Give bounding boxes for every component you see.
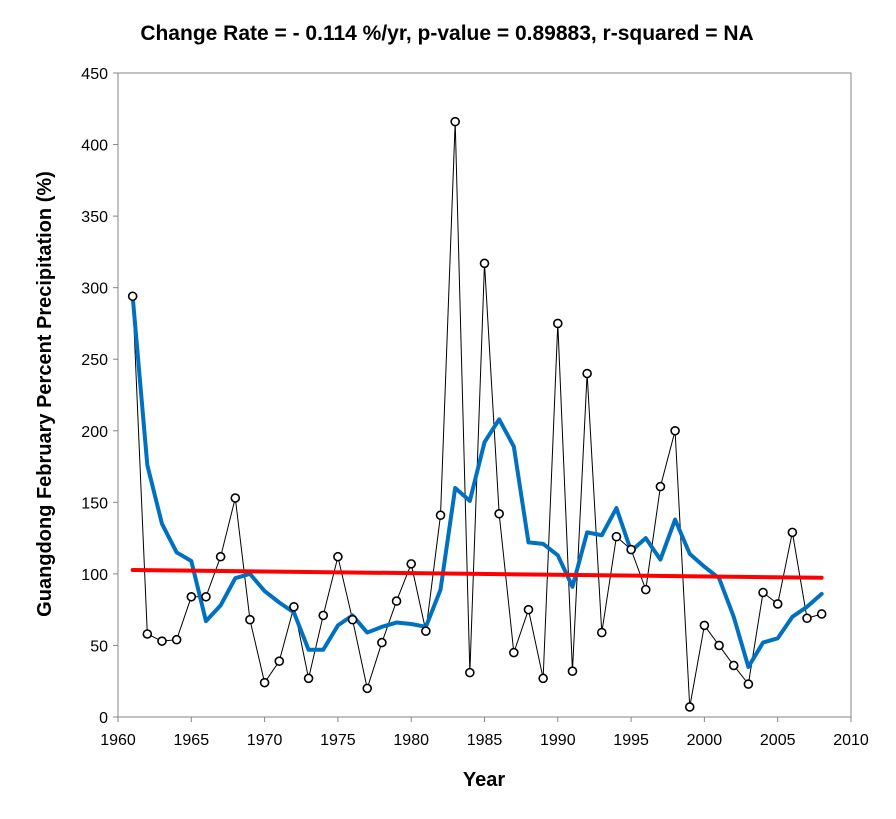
data-point bbox=[347, 614, 358, 625]
data-point bbox=[699, 620, 710, 631]
y-tick-label: 350 bbox=[81, 209, 108, 226]
data-point bbox=[552, 318, 563, 329]
data-point bbox=[626, 544, 636, 555]
data-point bbox=[333, 551, 343, 562]
y-tick-label: 50 bbox=[90, 638, 108, 655]
data-point bbox=[758, 587, 768, 598]
data-point bbox=[670, 425, 680, 436]
data-point bbox=[479, 258, 490, 269]
data-point bbox=[362, 683, 373, 694]
data-point bbox=[640, 584, 651, 595]
data-point bbox=[289, 602, 299, 612]
data-point bbox=[406, 559, 417, 569]
data-point bbox=[684, 702, 695, 712]
data-point bbox=[714, 640, 724, 651]
y-tick-label: 400 bbox=[81, 138, 108, 155]
x-tick-label: 1985 bbox=[467, 732, 503, 749]
data-point bbox=[538, 673, 548, 684]
y-tick-label: 100 bbox=[81, 567, 108, 584]
data-point bbox=[523, 604, 534, 615]
data-point bbox=[157, 636, 167, 646]
data-point bbox=[391, 596, 402, 606]
y-tick-label: 0 bbox=[99, 710, 108, 727]
x-axis-label: Year bbox=[463, 769, 505, 791]
y-tick-label: 450 bbox=[81, 66, 108, 83]
data-point bbox=[582, 368, 592, 379]
x-tick-label: 2005 bbox=[760, 732, 796, 749]
trend-line bbox=[130, 568, 824, 580]
data-point bbox=[435, 510, 446, 521]
data-point bbox=[230, 493, 241, 503]
x-tick-label: 1970 bbox=[247, 732, 283, 749]
x-tick-label: 2000 bbox=[687, 732, 723, 749]
data-point bbox=[303, 673, 314, 684]
data-point bbox=[142, 629, 153, 639]
data-point bbox=[259, 677, 270, 688]
data-point bbox=[816, 609, 827, 619]
y-tick-label: 250 bbox=[81, 352, 108, 369]
data-point bbox=[186, 591, 197, 602]
data-point bbox=[787, 527, 798, 538]
data-point bbox=[421, 626, 431, 636]
data-point bbox=[728, 660, 739, 671]
moving-average-line bbox=[130, 294, 824, 669]
x-tick-label: 1960 bbox=[100, 732, 136, 749]
data-point bbox=[127, 291, 138, 302]
x-tick-label: 2010 bbox=[833, 732, 869, 749]
data-point bbox=[245, 614, 255, 625]
data-point bbox=[567, 666, 578, 677]
x-tick-label: 1990 bbox=[540, 732, 576, 749]
data-point bbox=[450, 116, 460, 127]
data-point bbox=[509, 647, 519, 658]
x-tick-label: 1995 bbox=[613, 732, 649, 749]
data-point bbox=[215, 551, 226, 562]
data-point bbox=[465, 667, 475, 678]
data-point bbox=[743, 679, 754, 689]
x-tick-label: 1980 bbox=[393, 732, 429, 749]
data-point bbox=[772, 599, 783, 609]
data-point bbox=[201, 591, 211, 602]
plot-area bbox=[117, 72, 852, 718]
data-point bbox=[377, 637, 387, 648]
x-tick-label: 1965 bbox=[174, 732, 210, 749]
y-tick-label: 300 bbox=[81, 281, 108, 298]
data-point bbox=[494, 508, 504, 519]
x-tick-label: 1975 bbox=[320, 732, 356, 749]
observed-series-line bbox=[132, 121, 822, 708]
data-point bbox=[655, 481, 666, 492]
chart-title: Change Rate = - 0.114 %/yr, p-value = 0.… bbox=[140, 22, 753, 45]
y-axis-label: Guangdong February Percent Precipitation… bbox=[34, 171, 56, 617]
data-point bbox=[611, 531, 622, 542]
data-point bbox=[802, 613, 812, 624]
data-point bbox=[596, 627, 607, 638]
data-point bbox=[318, 610, 329, 621]
data-point bbox=[171, 634, 182, 645]
y-tick-label: 200 bbox=[81, 424, 108, 441]
y-tick-label: 150 bbox=[81, 495, 108, 512]
data-point bbox=[274, 656, 285, 666]
